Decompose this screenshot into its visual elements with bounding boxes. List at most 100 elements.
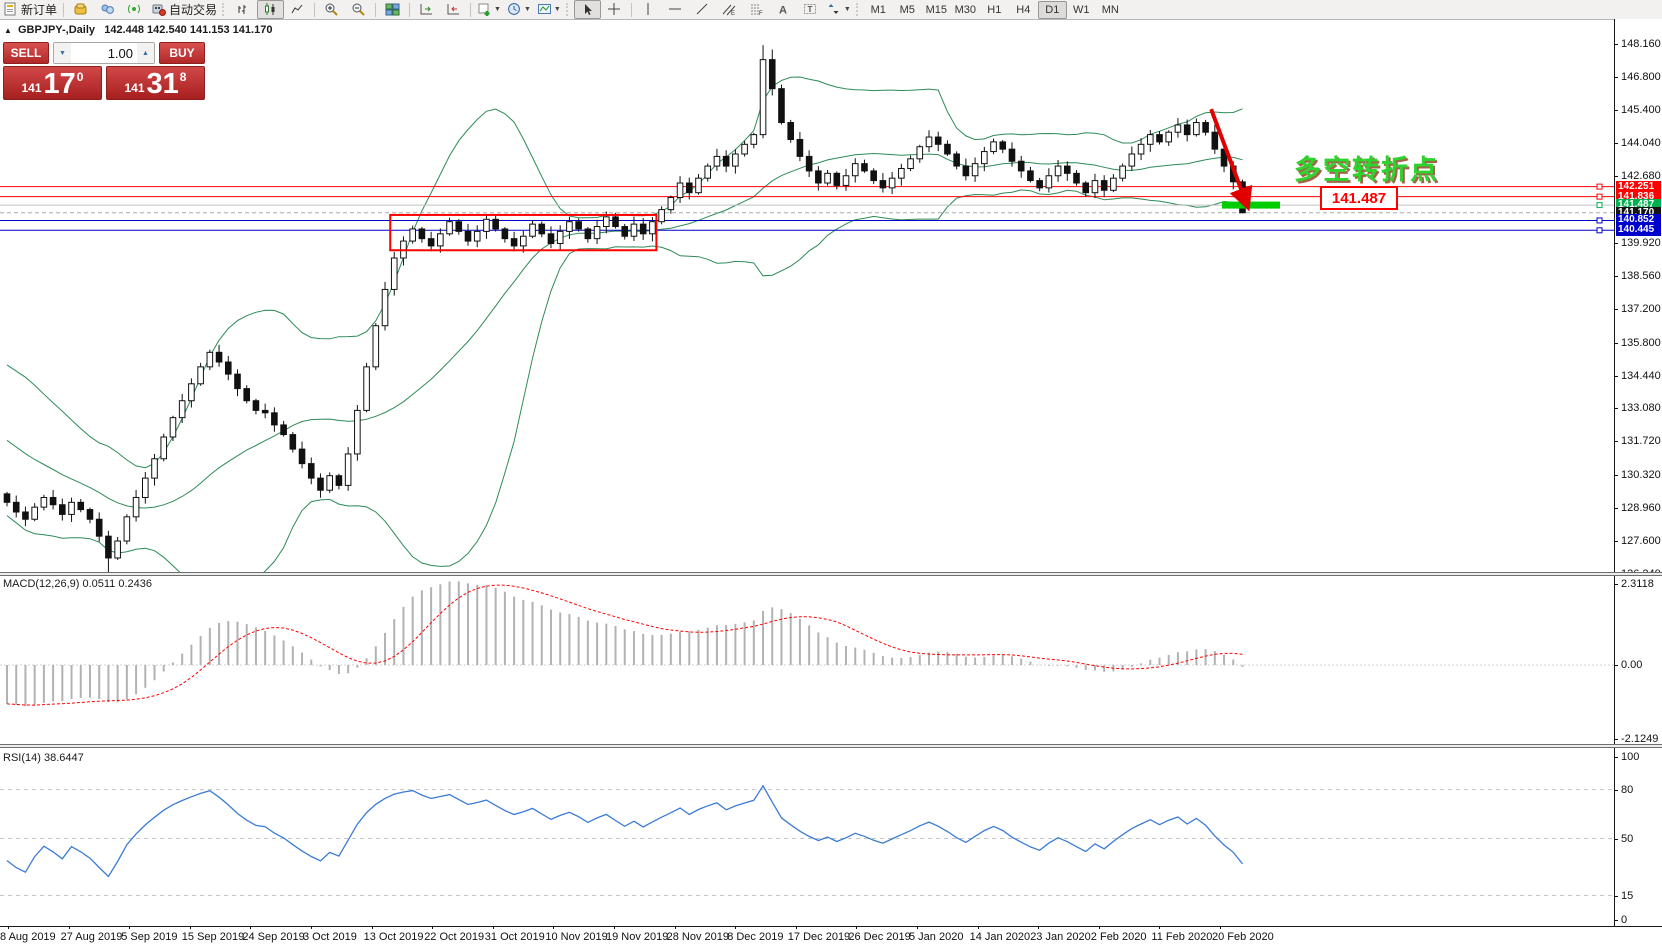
price-tick: 137.200 (1621, 302, 1661, 315)
timeframe-h1-button[interactable]: H1 (987, 3, 1002, 16)
svg-text:E: E (731, 11, 735, 17)
zoom-out-button[interactable] (345, 0, 372, 19)
rsi-label: RSI(14) 38.6447 (3, 752, 84, 764)
panel-separator[interactable] (0, 572, 1662, 576)
rsi-panel-canvas[interactable] (0, 748, 1614, 926)
candlestick-chart-icon (263, 2, 278, 17)
timeframe-w1-button[interactable]: W1 (1073, 3, 1090, 16)
price-tick: 146.800 (1621, 70, 1661, 83)
price-tick: 131.720 (1621, 435, 1661, 448)
bar-chart-button[interactable] (230, 0, 257, 19)
text-label-icon: T (803, 2, 818, 17)
macd-panel-canvas[interactable] (0, 576, 1614, 744)
cursor-icon (580, 2, 595, 17)
price-line-tag: 140.852 (1616, 214, 1661, 227)
signals-icon (127, 2, 142, 17)
buy-price-prefix: 141 (124, 81, 145, 95)
periods-clock-button[interactable]: ▼ (504, 0, 534, 19)
date-tick-label: 23 Jan 2020 (1030, 931, 1091, 943)
turning-point-annotation: 多空转折点 (1294, 155, 1439, 185)
date-tick-label: 3 Oct 2019 (303, 931, 357, 943)
buy-price-sup: 8 (179, 70, 187, 84)
periods-clock-dropdown-icon[interactable]: ▼ (523, 6, 531, 13)
panel-separator[interactable] (0, 744, 1662, 748)
chart-profile-button[interactable] (67, 0, 94, 19)
date-tick-label: 2 Feb 2020 (1090, 931, 1147, 943)
price-line-tag: 142.251 (1616, 180, 1661, 193)
price-tick: 133.080 (1621, 402, 1661, 415)
cursor-button[interactable] (573, 0, 601, 19)
macd-scale-tick: -2.1249 (1621, 733, 1659, 746)
zoom-out-icon (351, 2, 366, 17)
date-tick-label: 13 Oct 2019 (363, 931, 424, 943)
candlestick-chart-button[interactable] (257, 0, 285, 19)
templates-dropdown-icon[interactable]: ▼ (553, 6, 561, 13)
volume-value[interactable]: 1.00 (107, 45, 133, 61)
main-chart-canvas[interactable] (0, 19, 1614, 572)
templates-icon (537, 2, 552, 17)
volume-decrease-button[interactable]: ▼ (54, 43, 71, 63)
line-chart-button[interactable] (284, 0, 311, 19)
timeframe-m30-button[interactable]: M30 (954, 3, 976, 16)
macd-label: MACD(12,26,9) 0.0511 0.2436 (3, 578, 152, 590)
price-tick: 128.960 (1621, 502, 1661, 515)
line-chart-icon (290, 2, 305, 17)
timeframe-mn-button[interactable]: MN (1101, 3, 1119, 16)
signals-button[interactable] (121, 0, 148, 19)
new-order-button[interactable]: 新订单 (0, 0, 60, 19)
price-axis: 148.160 146.800 145.400 144.040 142.680 139.9… (1614, 19, 1662, 580)
timeframe-m15-button[interactable]: M15 (925, 3, 947, 16)
price-tick: 135.800 (1621, 336, 1661, 349)
fibonacci-button[interactable]: F (743, 0, 770, 19)
volume-increase-button[interactable]: ▲ (137, 43, 154, 63)
templates-button[interactable]: ▼ (534, 0, 564, 19)
rsi-scale-tick: 50 (1621, 832, 1634, 845)
trendline-button[interactable] (689, 0, 716, 19)
rsi-scale-tick: 15 (1621, 889, 1634, 902)
indicators-add-icon (477, 2, 492, 17)
crosshair-button[interactable] (601, 0, 628, 19)
date-tick-label: 14 Jan 2020 (969, 931, 1031, 943)
date-tick-label: 5 Jan 2020 (909, 931, 964, 943)
arrows-shapes-button[interactable]: ▼ (824, 0, 854, 19)
equidistant-channel-button[interactable]: E (716, 0, 743, 19)
arrows-shapes-dropdown-icon[interactable]: ▼ (843, 6, 851, 13)
autotrade-label: 自动交易 (169, 3, 218, 17)
chart-shift-button[interactable] (440, 0, 467, 19)
indicators-add-button[interactable]: ▼ (474, 0, 504, 19)
price-level-annotation[interactable]: 141.487 (1320, 186, 1398, 210)
autotrade-button[interactable]: 自动交易 (148, 0, 220, 19)
arrows-shapes-icon (827, 2, 842, 17)
timeframe-m1-button[interactable]: M1 (870, 3, 886, 16)
vertical-line-button[interactable] (635, 0, 662, 19)
collapse-triangle-icon[interactable]: ▲ (4, 26, 12, 35)
horizontal-line-button[interactable] (662, 0, 689, 19)
macd-scale-tick: 2.3118 (1621, 578, 1654, 591)
support-segment (1222, 201, 1280, 209)
tile-windows-button[interactable] (379, 0, 406, 19)
text-label-button[interactable]: T (797, 0, 824, 19)
price-tick: 142.680 (1621, 170, 1661, 183)
consolidation-rectangle (389, 213, 658, 252)
scroll-to-end-button[interactable] (413, 0, 440, 19)
buy-button[interactable]: BUY (159, 42, 205, 64)
text-a-button[interactable]: A (770, 0, 797, 19)
timeframe-h4-button[interactable]: H4 (1016, 3, 1031, 16)
timeframe-m5-button[interactable]: M5 (899, 3, 915, 16)
date-tick-label: 11 Feb 2020 (1151, 931, 1213, 943)
macd-scale-tick: 0.00 (1621, 659, 1643, 671)
date-tick-label: 26 Dec 2019 (848, 931, 911, 943)
timeframe-d1-button[interactable]: D1 (1037, 0, 1067, 19)
date-tick-label: 19 Nov 2019 (606, 931, 669, 943)
date-tick-label: 10 Nov 2019 (545, 931, 608, 943)
sell-button[interactable]: SELL (3, 42, 49, 64)
indicators-add-dropdown-icon[interactable]: ▼ (494, 6, 501, 13)
periods-clock-icon (507, 2, 522, 17)
svg-text:F: F (759, 11, 763, 17)
zoom-in-button[interactable] (318, 0, 345, 19)
community-button[interactable] (94, 0, 121, 19)
buy-price-display[interactable]: 141 31 8 (106, 66, 205, 100)
sell-price-display[interactable]: 141 17 0 (3, 66, 102, 100)
fibonacci-icon: F (749, 2, 764, 17)
